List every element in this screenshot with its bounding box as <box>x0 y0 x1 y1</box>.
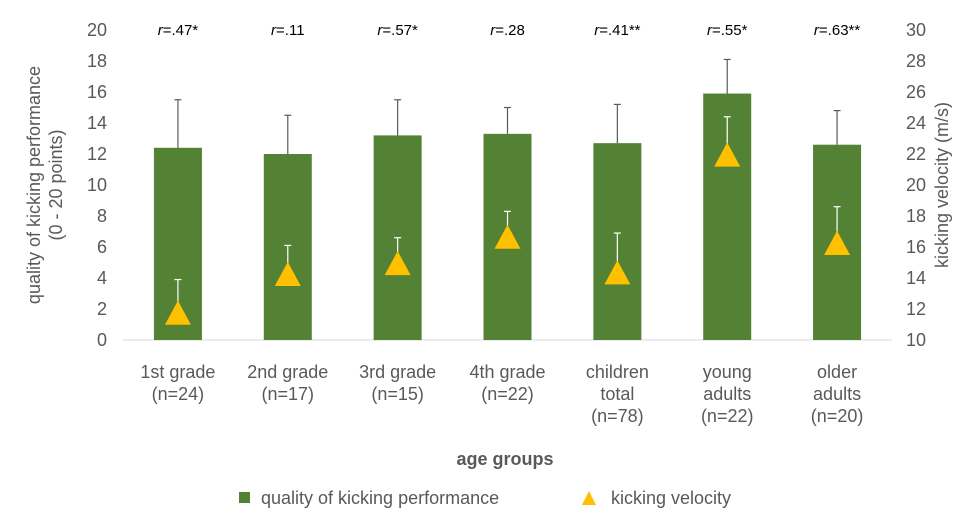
category-label: 2nd grade (n=17) <box>247 362 328 404</box>
velocity-marker <box>274 261 301 286</box>
category-label-line: children <box>586 362 649 382</box>
legend-bar-swatch <box>239 492 250 503</box>
correlation-label: r=.47* <box>158 22 199 39</box>
left-tick-label: 6 <box>97 237 107 257</box>
correlation-labels: r=.47* r=.11 r=.57* r=.28 r=.41** r=.55* r=.63… <box>158 22 861 39</box>
left-tick-label: 14 <box>87 113 107 133</box>
category-label-line: young <box>703 362 752 382</box>
right-tick-label: 18 <box>906 206 926 226</box>
correlation-value: =.11 <box>276 22 305 39</box>
left-tick-label: 18 <box>87 51 107 71</box>
x-axis-title: age groups <box>456 449 553 469</box>
correlation-symbol: r <box>377 22 383 39</box>
velocity-marker <box>604 260 631 285</box>
left-tick-label: 8 <box>97 206 107 226</box>
category-label: 3rd grade (n=15) <box>359 362 436 404</box>
left-tick-label: 10 <box>87 175 107 195</box>
correlation-label: r=.55* <box>707 22 748 39</box>
right-tick-label: 26 <box>906 82 926 102</box>
correlation-label: r=.11 <box>271 22 305 39</box>
right-tick-label: 24 <box>906 113 926 133</box>
category-label-line: older <box>817 362 857 382</box>
left-tick-label: 2 <box>97 299 107 319</box>
category-label: older adults (n=20) <box>811 362 864 426</box>
correlation-value: =.28 <box>495 22 525 39</box>
left-tick-label: 4 <box>97 268 107 288</box>
category-label: children total (n=78) <box>586 362 649 426</box>
category-label-line: 1st grade <box>140 362 215 382</box>
left-tick-label: 12 <box>87 144 107 164</box>
legend-triangle-swatch <box>582 491 596 505</box>
right-tick-label: 14 <box>906 268 926 288</box>
category-label-line: adults <box>813 384 861 404</box>
category-label-line: (n=17) <box>262 384 315 404</box>
category-label-line: 2nd grade <box>247 362 328 382</box>
correlation-symbol: r <box>158 22 164 39</box>
legend-bar-label: quality of kicking performance <box>261 488 499 508</box>
category-label: 4th grade (n=22) <box>469 362 545 404</box>
category-label-line: (n=15) <box>371 384 424 404</box>
category-label: 1st grade (n=24) <box>140 362 215 404</box>
correlation-value: =.55* <box>712 22 748 39</box>
correlation-symbol: r <box>707 22 713 39</box>
correlation-value: =.63** <box>819 22 860 39</box>
left-tick-label: 20 <box>87 20 107 40</box>
right-axis-title: kicking velocity (m/s) <box>932 102 952 268</box>
category-label-line: (n=24) <box>152 384 205 404</box>
right-tick-label: 30 <box>906 20 926 40</box>
legend: quality of kicking performance kicking v… <box>239 488 731 508</box>
velocity-marker <box>824 230 851 255</box>
correlation-symbol: r <box>814 22 820 39</box>
velocity-marker <box>714 142 741 167</box>
left-tick-label: 0 <box>97 330 107 350</box>
correlation-label: r=.28 <box>490 22 525 39</box>
category-label-line: (n=22) <box>701 406 754 426</box>
left-tick-label: 16 <box>87 82 107 102</box>
category-label-line: total <box>600 384 634 404</box>
legend-triangle-label: kicking velocity <box>611 488 731 508</box>
category-label-line: 3rd grade <box>359 362 436 382</box>
category-labels: 1st grade (n=24)2nd grade (n=17)3rd grade(… <box>140 362 863 426</box>
category-label-line: (n=22) <box>481 384 534 404</box>
correlation-value: =.41** <box>599 22 640 39</box>
right-tick-label: 22 <box>906 144 926 164</box>
right-tick-label: 20 <box>906 175 926 195</box>
category-label-line: (n=78) <box>591 406 644 426</box>
correlation-value: =.47* <box>163 22 199 39</box>
right-tick-label: 16 <box>906 237 926 257</box>
left-axis-title-line: quality of kicking performance <box>24 66 44 304</box>
velocity-marker <box>164 300 191 325</box>
category-label: young adults (n=22) <box>701 362 754 426</box>
correlation-label: r=.57* <box>377 22 418 39</box>
right-tick-label: 12 <box>906 299 926 319</box>
correlation-symbol: r <box>490 22 496 39</box>
category-label-line: 4th grade <box>469 362 545 382</box>
correlation-label: r=.63** <box>814 22 860 39</box>
left-axis-title: quality of kicking performance (0 - 20 po… <box>24 66 66 304</box>
left-axis-ticks: 0 2 4 6 8 10 12 14 16 18 20 <box>87 20 107 350</box>
correlation-value: =.57* <box>382 22 418 39</box>
correlation-label: r=.41** <box>594 22 640 39</box>
velocity-marker <box>494 224 521 249</box>
right-axis-ticks: 10 12 14 16 18 20 22 24 26 28 30 <box>906 20 926 350</box>
category-label-line: adults <box>703 384 751 404</box>
left-axis-title-line: (0 - 20 points) <box>46 129 66 240</box>
category-label-line: (n=20) <box>811 406 864 426</box>
correlation-symbol: r <box>594 22 600 39</box>
right-tick-label: 10 <box>906 330 926 350</box>
correlation-symbol: r <box>271 22 277 39</box>
velocity-marker <box>384 251 411 276</box>
plot-area <box>153 58 862 340</box>
right-tick-label: 28 <box>906 51 926 71</box>
